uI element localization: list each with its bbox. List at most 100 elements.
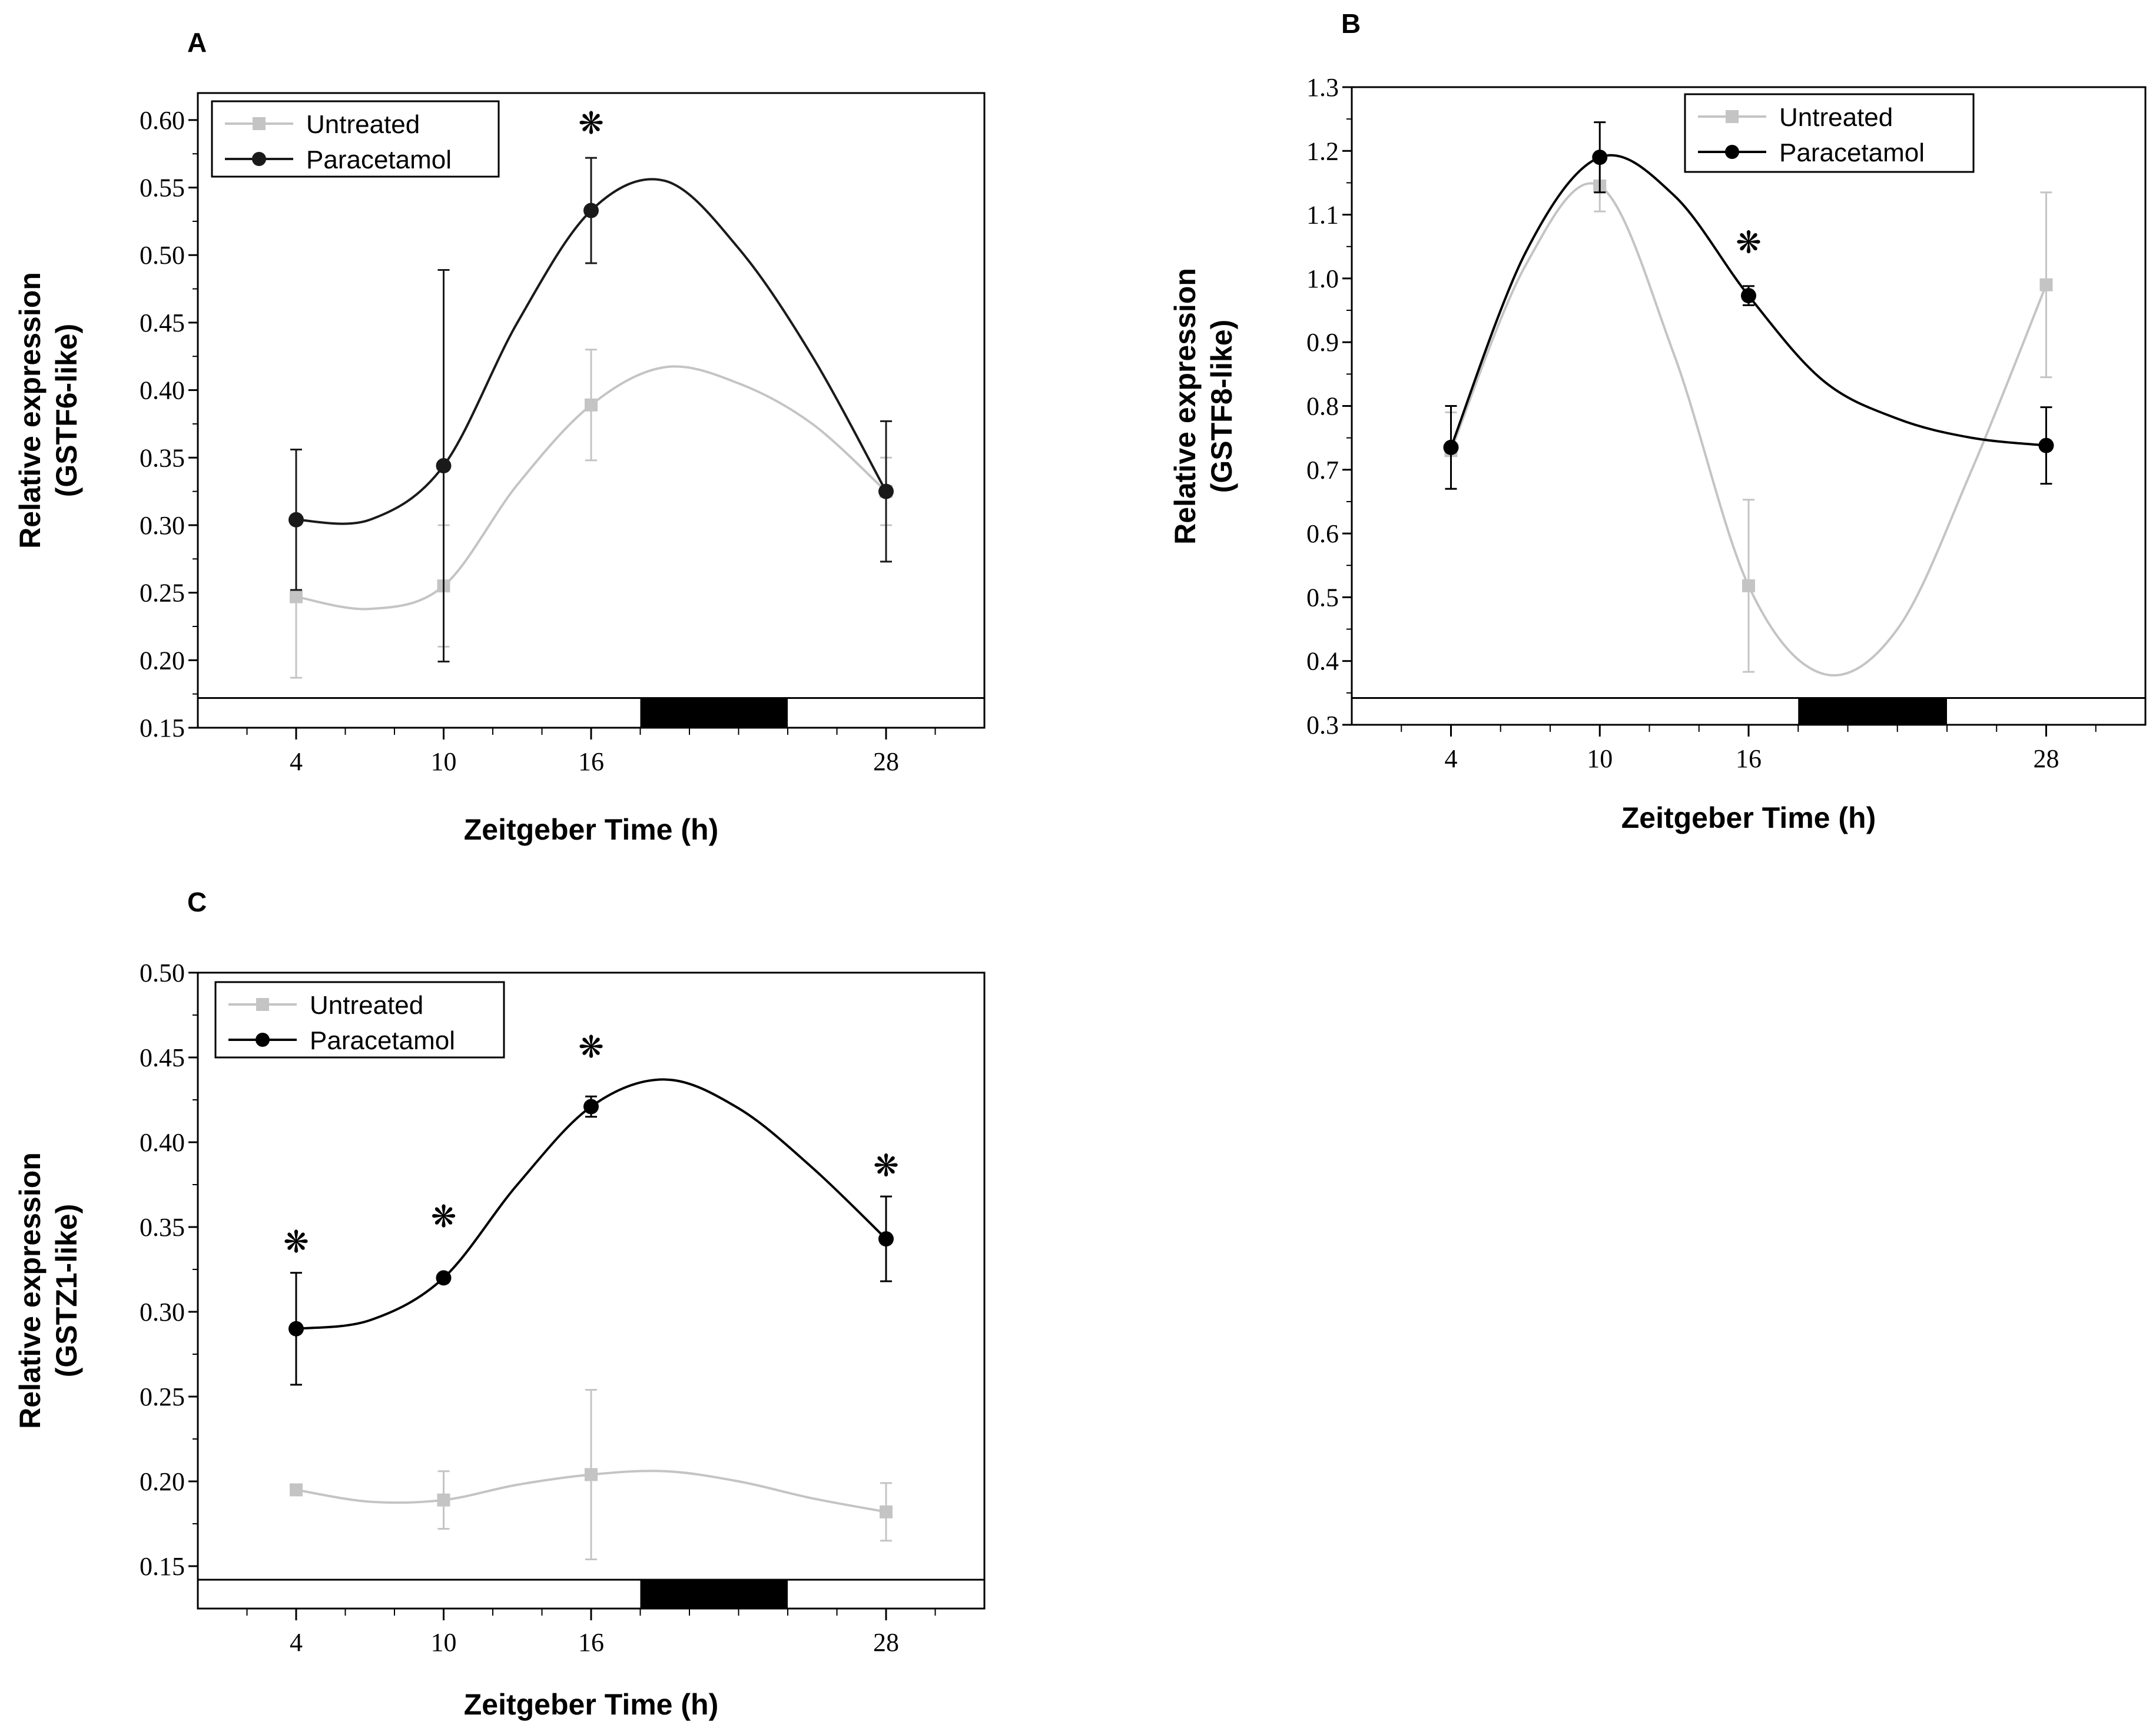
y-tick-label: 0.55 [140,174,185,203]
y-tick-label: 0.20 [140,646,185,675]
data-point [585,1468,598,1481]
panel-label: A [187,27,207,58]
x-tick-label: 28 [2034,744,2059,773]
x-tick-label: 16 [578,747,604,776]
panel-label: C [187,887,207,917]
data-point [1443,439,1459,455]
legend-marker [252,152,266,166]
x-tick-label: 10 [431,747,457,776]
light-period-bar [1351,697,2147,726]
significance-marker: ❋ [1736,226,1762,261]
data-point [878,1231,894,1247]
series-paracetamol [288,1078,894,1386]
dark-period-bar [1798,698,1947,725]
data-point [288,512,304,528]
data-point [583,203,599,218]
legend-box [1684,93,1975,173]
data-point [1592,150,1608,165]
y-axis-title-line2: (GSTF8-like) [1205,320,1238,493]
panel-b: B 0.3 0.4 0.5 0.6 0.7 0.8 0.9 1.0 1.1 1.2 1.3 4 10 16 2… [1169,8,2147,834]
series-untreated [290,1388,893,1560]
data-point [436,1270,452,1286]
x-tick-label: 28 [873,1628,899,1657]
legend: Untreated Paracetamol [214,981,505,1059]
data-point [878,483,894,499]
x-axis-title: Zeitgeber Time (h) [1621,801,1876,834]
series-paracetamol [1443,121,2054,490]
y-axis-title-line1: Relative expression [14,272,47,549]
series-paracetamol [288,157,894,663]
x-tick-label: 4 [1445,744,1458,773]
data-point [1741,288,1756,304]
series-untreated [1444,160,2053,677]
y-axis-title: Relative expression (GSTZ1-like) [14,1152,83,1429]
y-tick-label: 1.0 [1306,264,1339,293]
legend-box [214,981,505,1059]
light-period-bar [197,1579,986,1610]
data-point [288,1321,304,1337]
data-point [1742,579,1755,592]
x-axis-title: Zeitgeber Time (h) [464,1688,718,1721]
series-line [1450,154,2046,448]
y-tick-label: 0.20 [140,1467,185,1496]
y-tick-label: 0.50 [140,241,185,270]
y-tick-label: 0.45 [140,1043,185,1072]
legend-label: Paracetamol [306,145,452,174]
y-tick-label: 0.30 [140,1298,185,1327]
x-tick-label: 4 [290,747,303,776]
y-tick-label: 0.50 [140,959,185,987]
y-tick-label: 1.3 [1306,73,1339,102]
legend-marker [1725,145,1739,159]
light-period-bar [197,697,986,729]
dark-period-bar [640,1580,788,1609]
x-tick-label: 28 [873,747,899,776]
y-tick-label: 0.45 [140,309,185,337]
series-line [1450,182,2048,677]
legend-label: Untreated [1779,103,1893,132]
significance-marker: ❋ [578,1030,604,1065]
y-axis-title-line1: Relative expression [1169,268,1202,545]
y-tick-label: 0.5 [1306,583,1339,612]
y-tick-label: 0.25 [140,1382,185,1411]
data-point [2039,278,2053,291]
y-axis-title-line2: (GSTZ1-like) [50,1204,83,1377]
y-tick-label: 1.2 [1306,137,1339,165]
legend-label: Untreated [306,110,420,139]
data-point [437,1493,450,1507]
x-tick-label: 10 [1587,744,1613,773]
legend-marker [256,998,269,1011]
legend: Untreated Paracetamol [211,100,500,178]
legend-label: Paracetamol [1779,138,1925,167]
legend-label: Paracetamol [310,1026,455,1055]
x-tick-label: 4 [290,1628,303,1657]
y-tick-label: 0.30 [140,511,185,540]
y-tick-label: 1.1 [1306,201,1339,230]
data-point [290,590,303,603]
data-point [880,1505,893,1518]
panel-c: C 0.15 0.20 0.25 0.30 0.35 0.40 0.45 0.50 4 10 16 28… [14,887,986,1721]
y-tick-label: 0.9 [1306,328,1339,357]
data-point [583,1099,599,1115]
significance-marker: ❋ [578,106,604,141]
y-tick-label: 0.6 [1306,519,1339,548]
y-tick-label: 0.40 [140,376,185,405]
legend: Untreated Paracetamol [1684,93,1975,173]
y-tick-label: 0.40 [140,1128,185,1157]
x-tick-label: 10 [431,1628,457,1657]
y-axis-title-line1: Relative expression [14,1152,47,1429]
panel-label: B [1341,8,1361,39]
legend-marker [256,1033,270,1047]
panel-a: A 0.15 0.20 0.25 0.30 0.35 0.40 0.45 0.50 0.55 0.6… [14,27,986,846]
y-axis-title-line2: (GSTF6-like) [50,324,83,497]
significance-marker: ❋ [431,1199,457,1235]
data-point [585,398,598,412]
y-tick-label: 0.7 [1306,456,1339,485]
legend-label: Untreated [310,991,423,1020]
data-point [436,458,452,474]
y-tick-label: 0.15 [140,714,185,742]
y-tick-label: 0.4 [1306,647,1339,676]
data-point [290,1483,303,1497]
significance-marker: ❋ [873,1149,899,1184]
x-axis-title: Zeitgeber Time (h) [464,813,718,846]
